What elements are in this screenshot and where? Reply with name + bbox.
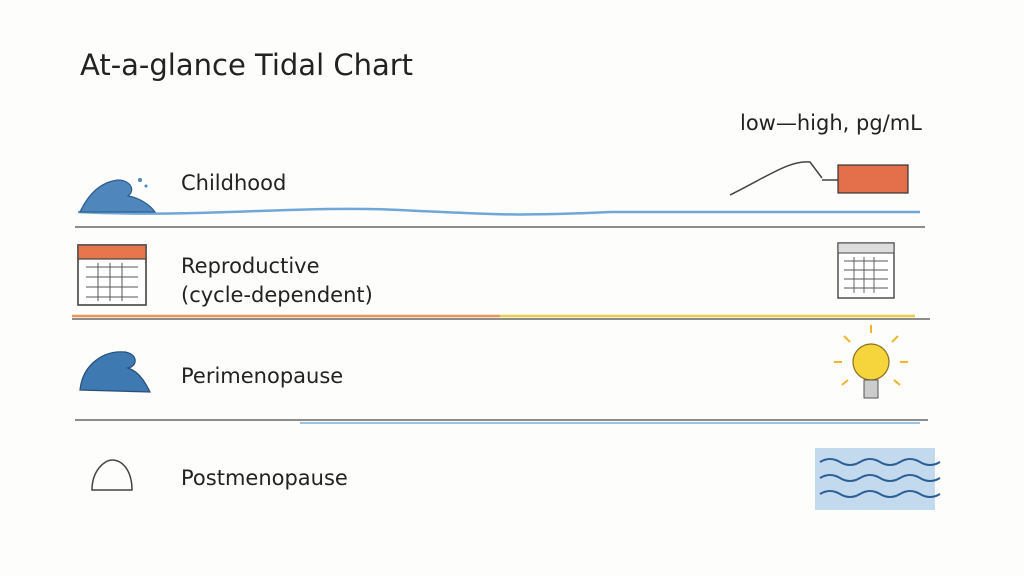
row-label: Childhood	[181, 171, 286, 195]
legend-marker	[729, 161, 909, 196]
calendar-icon	[77, 244, 147, 306]
row-label: Reproductive	[181, 254, 320, 278]
row-label: Perimenopause	[181, 364, 343, 388]
calendar-icon	[837, 242, 895, 299]
dome-icon	[91, 459, 133, 491]
bulb-icon	[834, 325, 908, 399]
legend-label: low—high, pg/mL	[740, 111, 922, 135]
title: At-a-glance Tidal Chart	[80, 48, 413, 82]
row-label: (cycle-dependent)	[181, 283, 373, 307]
row-label: Postmenopause	[181, 466, 348, 490]
water-icon	[815, 448, 941, 510]
wave-icon	[79, 178, 157, 213]
wave-icon	[79, 351, 151, 393]
tide-line	[77, 207, 920, 216]
